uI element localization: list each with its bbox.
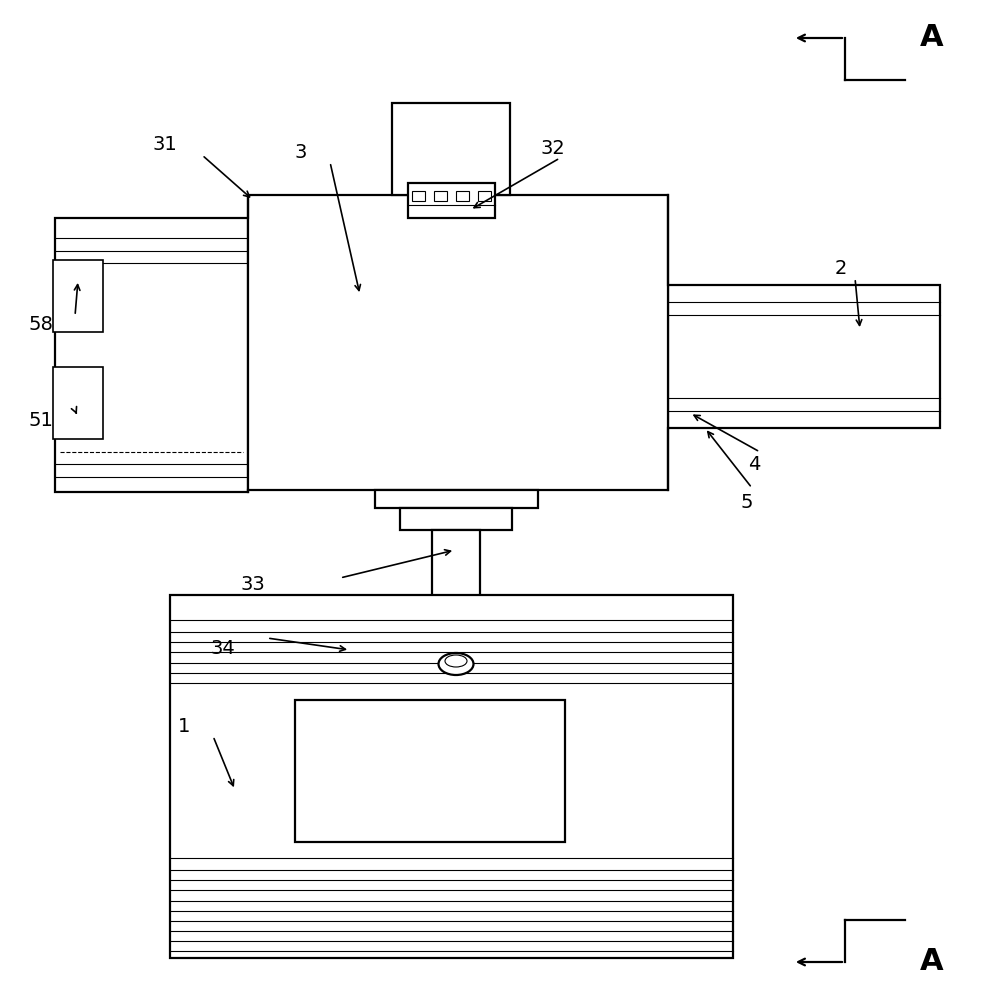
- Bar: [408, 183, 495, 218]
- Bar: [432, 530, 480, 610]
- Bar: [400, 508, 512, 530]
- Text: 3: 3: [295, 142, 307, 161]
- Bar: [170, 595, 733, 958]
- Text: 32: 32: [540, 138, 565, 157]
- Bar: [55, 218, 248, 492]
- Bar: [375, 490, 538, 508]
- Bar: [668, 285, 940, 428]
- Bar: [53, 367, 103, 439]
- Text: 1: 1: [178, 716, 191, 736]
- Bar: [478, 191, 491, 201]
- Text: A: A: [920, 23, 943, 52]
- Bar: [53, 260, 103, 332]
- Ellipse shape: [445, 655, 467, 667]
- Text: 4: 4: [748, 456, 760, 475]
- Text: 33: 33: [240, 576, 264, 594]
- Bar: [440, 628, 472, 650]
- Bar: [392, 103, 510, 195]
- Text: 58: 58: [28, 316, 53, 334]
- Bar: [412, 191, 425, 201]
- Text: A: A: [920, 948, 943, 976]
- Text: 2: 2: [835, 258, 847, 277]
- Text: 51: 51: [28, 410, 53, 430]
- Bar: [456, 191, 469, 201]
- Bar: [248, 195, 668, 490]
- Text: 31: 31: [152, 135, 177, 154]
- Bar: [434, 191, 447, 201]
- Bar: [424, 610, 488, 628]
- Ellipse shape: [438, 653, 473, 675]
- Text: 5: 5: [740, 492, 752, 512]
- Text: 34: 34: [210, 639, 235, 658]
- Bar: [295, 700, 565, 842]
